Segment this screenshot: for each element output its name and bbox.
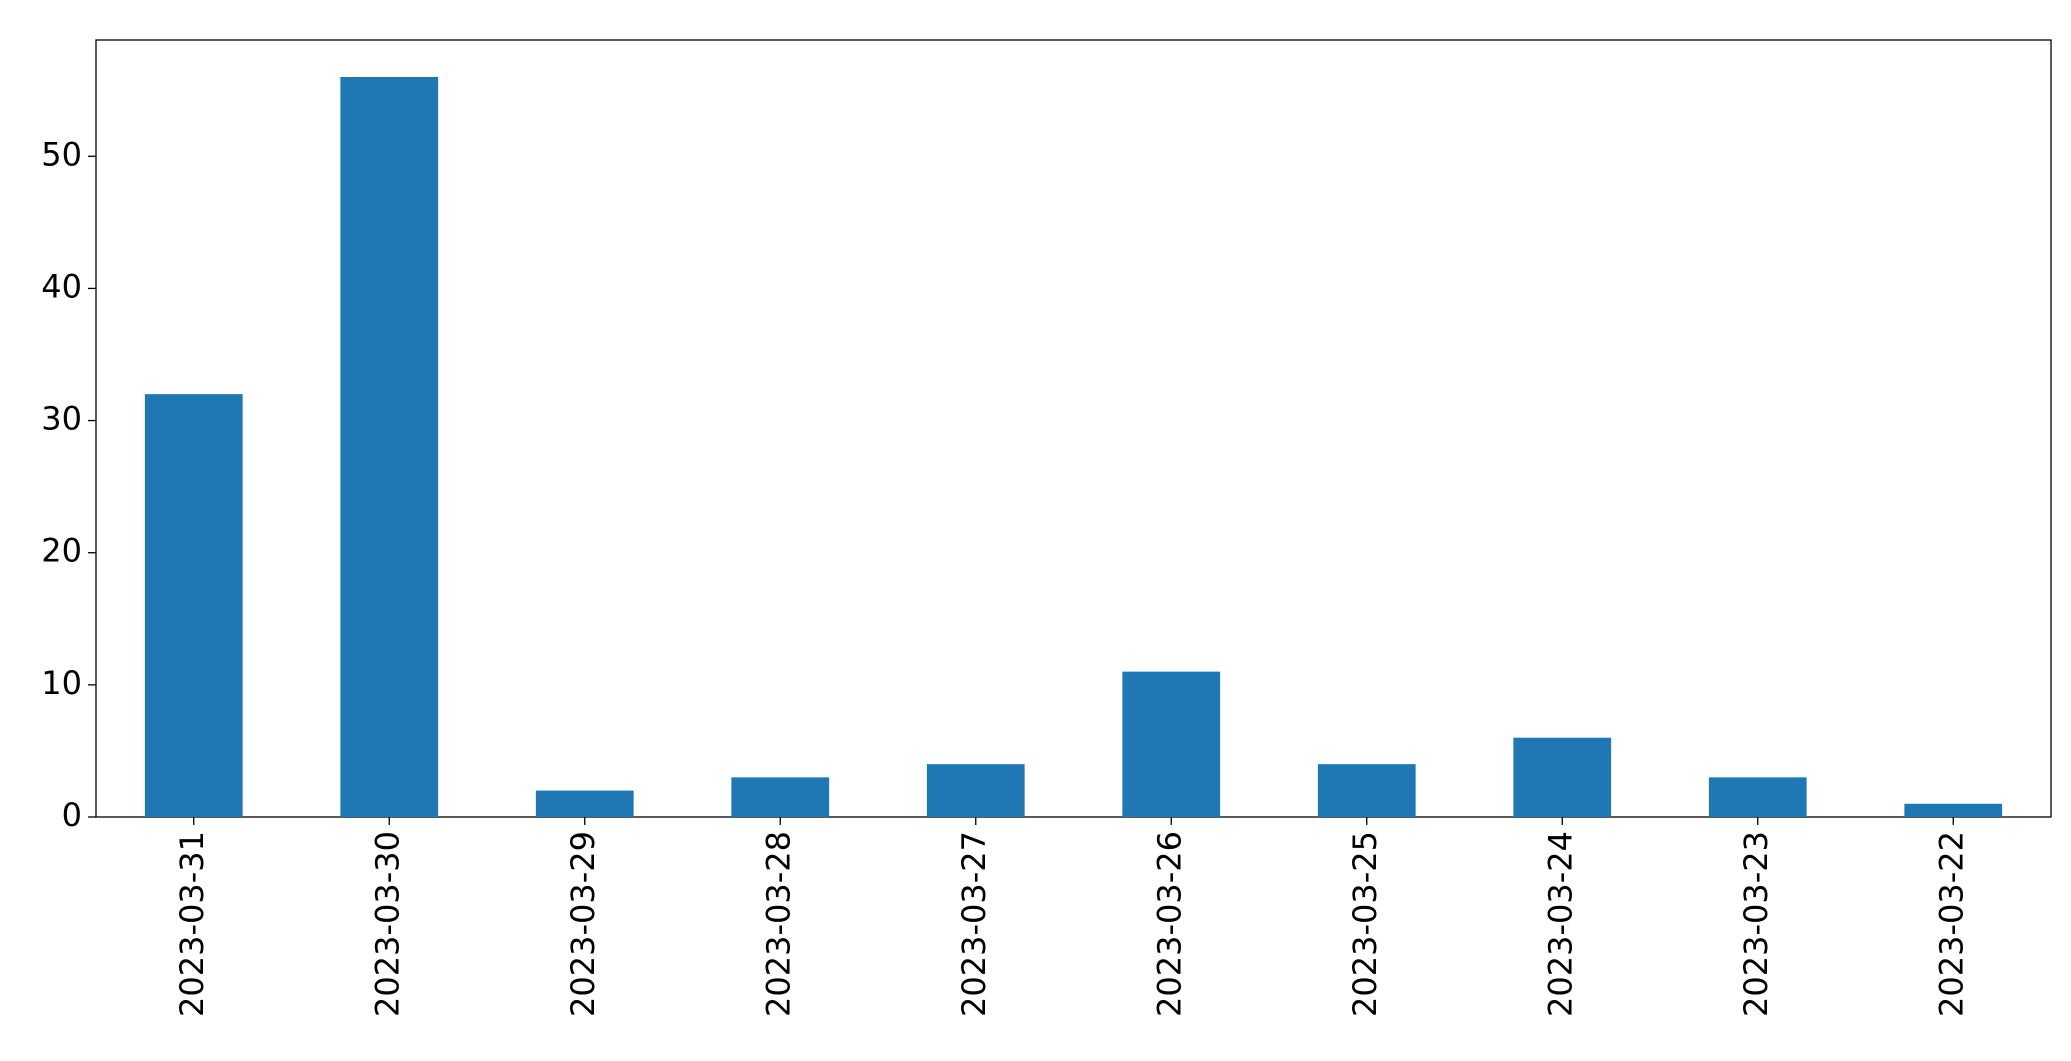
y-tick-label: 50 [41, 135, 82, 173]
bar [340, 77, 439, 817]
y-tick-label: 30 [41, 400, 82, 438]
y-tick-label: 40 [41, 267, 82, 305]
bar [926, 764, 1025, 817]
bar [1122, 671, 1221, 817]
bar [1904, 803, 2003, 817]
bar [1708, 777, 1807, 817]
plot-frame [95, 39, 2052, 818]
bar [144, 394, 243, 817]
bar [731, 777, 830, 817]
x-tick-label: 2023-03-29 [564, 831, 602, 1017]
x-tick-label: 2023-03-30 [368, 831, 406, 1017]
x-tick-label: 2023-03-26 [1150, 831, 1188, 1017]
y-tick-label: 0 [62, 796, 82, 834]
x-tick-label: 2023-03-25 [1346, 831, 1384, 1017]
bar [1317, 764, 1416, 817]
bar [1513, 737, 1612, 817]
bar [535, 790, 634, 817]
x-tick-label: 2023-03-23 [1737, 831, 1775, 1017]
y-tick-label: 20 [41, 532, 82, 570]
x-tick-label: 2023-03-24 [1541, 831, 1579, 1017]
x-tick-label: 2023-03-28 [759, 831, 797, 1017]
x-tick-label: 2023-03-22 [1932, 831, 1970, 1017]
x-tick-label: 2023-03-27 [955, 831, 993, 1017]
x-tick-label: 2023-03-31 [173, 831, 211, 1017]
y-tick-label: 10 [41, 664, 82, 702]
